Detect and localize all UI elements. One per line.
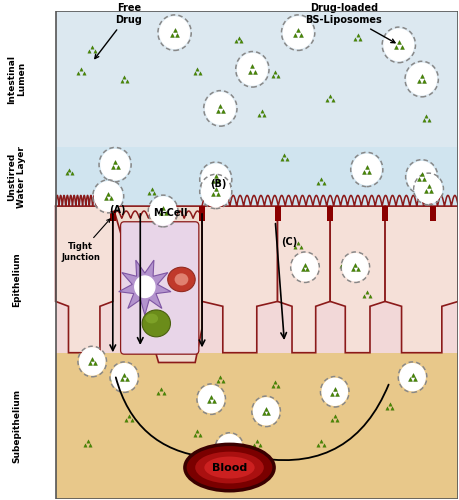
- Circle shape: [217, 434, 242, 462]
- Bar: [382, 206, 388, 221]
- Polygon shape: [385, 206, 458, 352]
- Circle shape: [199, 386, 224, 412]
- Text: Subepithelium: Subepithelium: [12, 389, 21, 463]
- Polygon shape: [202, 206, 278, 352]
- Bar: [56, 10, 458, 147]
- Circle shape: [292, 254, 318, 280]
- Circle shape: [202, 164, 230, 194]
- Text: (B): (B): [210, 178, 226, 188]
- Text: Unstirred
Water Layer: Unstirred Water Layer: [7, 146, 27, 208]
- Text: Blood: Blood: [212, 462, 247, 472]
- Circle shape: [112, 364, 137, 390]
- Ellipse shape: [168, 267, 195, 291]
- Circle shape: [160, 17, 189, 48]
- Text: Epithelium: Epithelium: [12, 252, 21, 307]
- Text: (A): (A): [109, 206, 126, 216]
- Circle shape: [415, 175, 442, 203]
- Circle shape: [202, 176, 230, 206]
- FancyBboxPatch shape: [121, 222, 199, 354]
- Circle shape: [95, 182, 122, 211]
- Bar: [430, 206, 436, 221]
- Bar: [56, 352, 458, 500]
- Circle shape: [150, 197, 176, 225]
- Ellipse shape: [142, 310, 170, 337]
- Circle shape: [384, 29, 414, 60]
- Text: M-Cell: M-Cell: [153, 208, 187, 218]
- Circle shape: [322, 378, 347, 406]
- Polygon shape: [113, 206, 202, 362]
- Circle shape: [206, 92, 235, 124]
- Polygon shape: [119, 260, 171, 315]
- Circle shape: [253, 398, 279, 425]
- Bar: [110, 206, 116, 221]
- Polygon shape: [278, 206, 330, 352]
- Bar: [274, 206, 280, 221]
- Ellipse shape: [185, 444, 274, 491]
- Circle shape: [400, 364, 425, 390]
- Ellipse shape: [195, 452, 264, 484]
- Circle shape: [283, 17, 313, 48]
- Ellipse shape: [204, 456, 255, 478]
- Circle shape: [343, 254, 368, 280]
- Circle shape: [79, 348, 105, 375]
- Bar: [56, 148, 458, 206]
- Text: Intestinal
Lumen: Intestinal Lumen: [7, 54, 27, 104]
- Polygon shape: [330, 206, 385, 352]
- Circle shape: [407, 64, 437, 95]
- Bar: [56, 10, 458, 500]
- Circle shape: [353, 154, 381, 184]
- Bar: [327, 206, 333, 221]
- Ellipse shape: [146, 314, 158, 324]
- Circle shape: [101, 150, 129, 180]
- Bar: [56, 206, 458, 352]
- Bar: [199, 206, 205, 221]
- Circle shape: [238, 54, 267, 85]
- Text: Drug-loaded
BS-Liposomes: Drug-loaded BS-Liposomes: [306, 4, 395, 43]
- Text: Tight
Junction: Tight Junction: [62, 219, 110, 262]
- Circle shape: [135, 276, 155, 297]
- Circle shape: [408, 162, 436, 192]
- Polygon shape: [56, 206, 113, 352]
- Text: Free
Drug: Free Drug: [95, 4, 142, 58]
- Text: (C): (C): [281, 237, 297, 247]
- Ellipse shape: [174, 274, 188, 285]
